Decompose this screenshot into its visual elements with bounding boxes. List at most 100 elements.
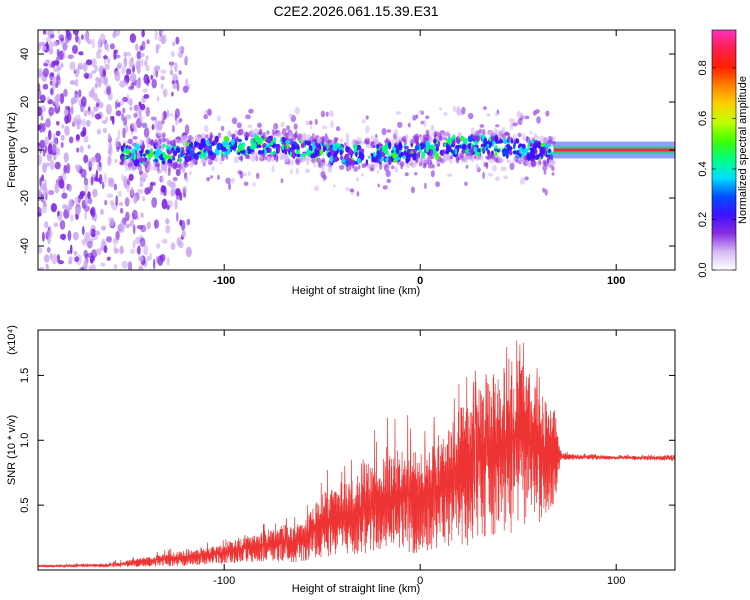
spectrogram-band-blob	[537, 159, 540, 168]
spectrogram-band-blob	[240, 155, 243, 162]
spectrogram-noise-blob	[170, 242, 176, 251]
spectrogram-noise-blob	[133, 195, 138, 204]
spectrogram-noise-blob	[38, 246, 43, 254]
spectrogram-band-blob	[322, 145, 326, 153]
spectrogram-band-blob	[167, 158, 173, 164]
spectrogram-band-blob	[457, 132, 461, 140]
spectrogram-x-label: Height of straight line (km)	[292, 285, 420, 297]
spectrogram-band-blob	[333, 157, 338, 163]
spectrogram-noise-blob	[120, 207, 124, 214]
spectrogram-band-blob	[332, 143, 338, 152]
spectrogram-band-blob	[519, 177, 526, 185]
spectrogram-noise-blob	[67, 250, 71, 255]
spectrogram-band-blob	[128, 152, 132, 158]
spectrogram-band-blob	[237, 151, 241, 156]
spectrogram-band-blob	[461, 106, 466, 115]
spectrogram-noise-blob	[53, 222, 59, 228]
spectrogram-noise-blob	[83, 32, 90, 42]
spectrogram-noise-blob	[185, 55, 188, 65]
spectrogram-noise-blob	[166, 256, 170, 266]
spectrogram-band-blob	[194, 141, 197, 148]
spectrogram-band-blob	[515, 138, 520, 144]
spectrogram-band-blob	[379, 162, 383, 170]
spectrogram-noise-blob	[55, 56, 60, 67]
spectrogram-noise-blob	[57, 50, 64, 60]
spectrogram-band-blob	[409, 138, 414, 144]
spectrogram-band-blob	[270, 151, 276, 155]
spectrogram-band-blob	[345, 145, 350, 153]
spectrogram-band-blob	[534, 154, 540, 160]
spectrogram-noise-blob	[64, 105, 70, 110]
snr-y-tick-label: 1.0	[19, 433, 31, 448]
spectrogram-noise-blob	[45, 59, 51, 65]
spectrogram-band-blob	[425, 145, 430, 153]
spectrogram-noise-blob	[46, 247, 51, 253]
spectrogram-noise-blob	[81, 225, 85, 236]
spectrogram-band-blob	[222, 141, 227, 147]
spectrogram-noise-blob	[104, 199, 108, 206]
spectrogram-band-blob	[502, 151, 508, 155]
spectrogram-band-blob	[251, 128, 254, 136]
spectrogram-noise-blob	[106, 193, 114, 199]
spectrogram-band-blob	[388, 158, 392, 166]
spectrogram-band-blob	[452, 138, 456, 146]
spectrogram-band-blob	[467, 143, 473, 150]
spectrogram-noise-blob	[94, 230, 101, 236]
spectrogram-noise-blob	[63, 88, 68, 97]
spectrogram-band-blob	[442, 155, 448, 163]
spectrogram-band-blob	[522, 132, 526, 139]
spectrogram-noise-blob	[106, 86, 111, 96]
spectrogram-noise-blob	[47, 143, 53, 155]
spectrogram-band-blob	[519, 157, 525, 164]
spectrogram-noise-blob	[92, 188, 98, 198]
spectrogram-noise-blob	[172, 124, 175, 133]
spectrogram-band-blob	[190, 138, 195, 143]
spectrogram-band-blob	[226, 149, 231, 155]
spectrogram-band-blob	[318, 150, 324, 156]
spectrogram-band-blob	[147, 155, 151, 161]
spectrogram-noise-blob	[129, 220, 134, 227]
spectrogram-band-blob	[245, 114, 251, 120]
spectrogram-noise-blob	[105, 116, 108, 122]
spectrogram-band-blob	[247, 124, 253, 129]
spectrogram-band-blob	[414, 172, 418, 176]
spectrogram-band-blob	[249, 145, 256, 150]
spectrogram-band-blob	[329, 110, 334, 117]
spectrogram-noise-blob	[124, 197, 130, 207]
spectrogram-noise-blob	[120, 220, 123, 227]
spectrogram-noise-blob	[142, 196, 145, 202]
spectrogram-noise-blob	[70, 214, 74, 222]
spectrogram-band-blob	[324, 163, 329, 168]
spectrogram-band-blob	[155, 142, 159, 146]
spectrogram-band-blob	[393, 129, 398, 137]
spectrogram-band-blob	[237, 129, 242, 136]
spectrogram-band-blob	[532, 110, 538, 116]
spectrogram-noise-blob	[82, 126, 87, 137]
spectrogram-noise-blob	[115, 110, 122, 117]
spectrogram-noise-blob	[158, 36, 164, 42]
spectrogram-band-blob	[220, 154, 225, 162]
spectrogram-noise-blob	[38, 267, 45, 270]
snr-y-multiplier: (x10⁴)	[6, 325, 18, 355]
spectrogram-noise-blob	[91, 70, 97, 75]
spectrogram-noise-blob	[162, 88, 168, 98]
spectrogram-band-blob	[273, 136, 277, 144]
spectrogram-band-blob	[414, 139, 419, 145]
spectrogram-band-blob	[318, 162, 322, 167]
spectrogram-noise-blob	[38, 89, 42, 100]
spectrogram-noise-blob	[41, 205, 47, 214]
spectrogram-noise-blob	[128, 85, 135, 91]
spectrogram-noise-blob	[140, 212, 144, 219]
spectrogram-noise-blob	[139, 237, 146, 247]
spectrogram-noise-blob	[165, 224, 171, 234]
spectrogram-noise-blob	[98, 161, 102, 168]
spectrogram-band-blob	[139, 115, 144, 123]
spectrogram-band-blob	[383, 146, 388, 154]
spectrogram-band-blob	[250, 155, 256, 162]
spectrogram-band-blob	[208, 150, 213, 156]
spectrogram-noise-blob	[182, 85, 189, 94]
spectrogram-noise-blob	[136, 50, 142, 60]
spectrogram-noise-blob	[79, 267, 86, 270]
spectrogram-band-blob	[233, 156, 240, 164]
spectrogram-band-blob	[418, 109, 423, 114]
